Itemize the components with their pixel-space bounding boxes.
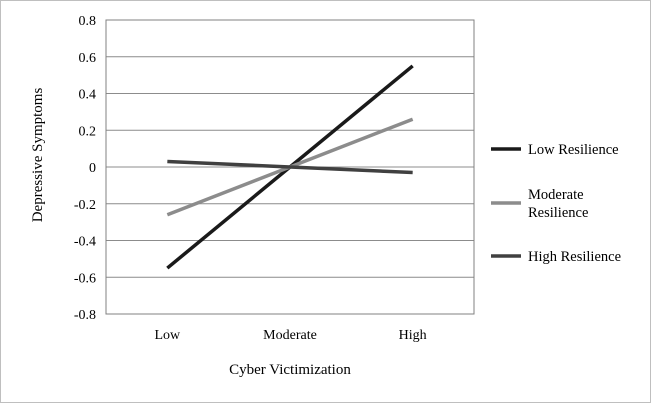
y-tick-label: 0.8 [79, 14, 97, 29]
y-tick-label: -0.2 [74, 198, 96, 213]
x-axis-label: Cyber Victimization [229, 362, 351, 378]
y-tick-label: 0.4 [79, 88, 97, 103]
series-line-high-resilience [167, 159, 413, 175]
series-lines [166, 64, 414, 270]
x-tick-label: High [399, 328, 427, 343]
x-tick-label: Moderate [263, 328, 317, 343]
y-axis-label: Depressive Symptoms [30, 88, 46, 223]
plot-area [105, 19, 475, 315]
y-tick-label: 0 [89, 161, 96, 176]
x-axis-ticks: Low Moderate High [154, 328, 426, 343]
y-tick-label: 0.6 [79, 51, 97, 66]
legend-label: Moderate Resilience [528, 187, 588, 221]
legend-label: High Resilience [528, 249, 621, 265]
y-tick-label: -0.8 [74, 308, 96, 323]
y-tick-label: -0.6 [74, 271, 96, 286]
legend-label: Low Resilience [528, 142, 619, 158]
x-tick-label: Low [154, 328, 181, 343]
y-axis-ticks: 0.8 0.6 0.4 0.2 0 -0.2 -0.4 -0.6 -0.8 [74, 14, 96, 323]
y-tick-label: 0.2 [79, 124, 97, 139]
legend: Low Resilience Moderate Resilience High Res… [491, 142, 621, 265]
y-tick-label: -0.4 [74, 235, 96, 250]
